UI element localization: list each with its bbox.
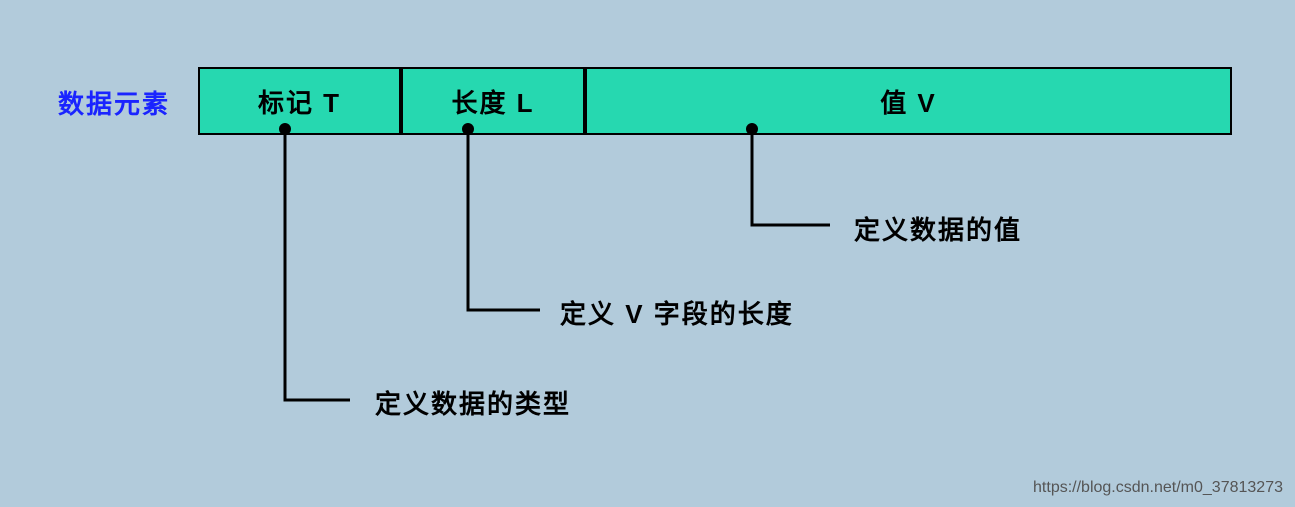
diagram-canvas: 数据元素 标记 T 长度 L 值 V 定义数据的类型 定义 V 字段的长度 定义数据的值 ht… [0,0,1295,507]
callout-label-c-tag: 定义数据的类型 [375,384,571,421]
callout-label-c-value: 定义数据的值 [854,210,1022,247]
callout-line-c-value [752,129,830,225]
field-box-label: 标记 T [258,83,341,120]
callout-label-c-len: 定义 V 字段的长度 [560,294,794,331]
callout-line-c-len [468,129,540,310]
watermark-text: https://blog.csdn.net/m0_37813273 [1033,479,1283,497]
field-box-label: 长度 L [451,83,534,120]
callout-line-c-tag [285,129,350,400]
field-box-len: 长度 L [401,67,585,135]
field-box-tag: 标记 T [198,67,401,135]
field-box-value: 值 V [585,67,1232,135]
field-box-label: 值 V [880,83,937,120]
row-header-label: 数据元素 [58,84,170,121]
